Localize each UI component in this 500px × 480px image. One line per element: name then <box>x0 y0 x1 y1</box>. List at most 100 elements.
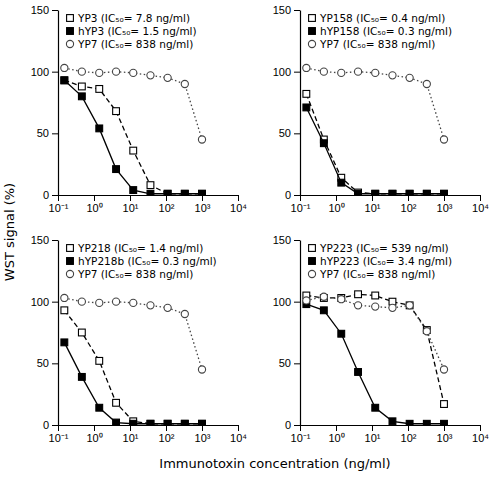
data-point <box>441 190 448 195</box>
data-point <box>96 125 103 132</box>
data-point <box>78 329 85 336</box>
data-point <box>113 166 120 173</box>
series-line <box>64 80 202 193</box>
series-line <box>306 294 444 404</box>
legend-symbol <box>67 15 74 22</box>
x-tick-mark <box>166 425 167 431</box>
y-tick-label: 150 <box>273 234 291 246</box>
axis-line <box>58 241 59 426</box>
data-point <box>61 307 68 314</box>
x-tick-label: 10⁰ <box>328 202 344 214</box>
plot-area <box>61 64 206 195</box>
x-tick: 10² <box>401 425 417 444</box>
data-point <box>61 64 68 71</box>
data-point <box>372 69 379 76</box>
legend-symbol <box>67 245 74 252</box>
x-tick-mark <box>408 195 409 201</box>
x-tick-mark <box>300 425 301 431</box>
y-axis-title: WST signal (%) <box>2 183 17 281</box>
y-tick-label: 100 <box>31 66 49 78</box>
data-point <box>406 302 413 309</box>
series-line <box>306 68 444 140</box>
y-axis: 050100150 <box>31 4 59 201</box>
data-point <box>181 80 188 87</box>
x-tick: 10⁴ <box>230 195 247 214</box>
x-tick: 10² <box>159 425 175 444</box>
y-tick-mark <box>294 195 300 196</box>
x-tick: 10⁰ <box>328 195 344 214</box>
x-tick-mark <box>94 425 95 431</box>
x-tick-mark <box>336 195 337 201</box>
y-tick: 150 <box>273 234 300 246</box>
y-tick: 0 <box>43 419 58 431</box>
series-line <box>64 298 202 370</box>
data-point <box>147 302 154 309</box>
data-point <box>320 140 327 147</box>
y-tick: 100 <box>31 66 58 78</box>
x-tick-mark <box>166 195 167 201</box>
data-point <box>320 307 327 314</box>
legend-label: YP3 (IC₅₀= 7.8 ng/ml) <box>77 12 190 24</box>
data-point <box>147 182 154 189</box>
x-tick-label: 10⁻¹ <box>49 202 69 214</box>
x-tick-label: 10² <box>401 202 417 214</box>
axis-line <box>301 425 481 426</box>
y-tick-mark <box>294 133 300 134</box>
data-point <box>164 304 171 311</box>
y-tick-label: 50 <box>37 357 49 369</box>
x-tick-mark <box>480 195 481 201</box>
y-tick-mark <box>52 363 58 364</box>
y-tick-label: 0 <box>285 419 291 431</box>
data-point <box>96 299 103 306</box>
x-tick-mark <box>300 195 301 201</box>
data-point <box>406 74 413 81</box>
data-point <box>61 77 68 84</box>
data-point <box>78 68 85 75</box>
data-point <box>112 68 119 75</box>
legend-symbol <box>67 28 74 35</box>
data-point <box>303 64 310 71</box>
data-point <box>164 74 171 81</box>
legend: YP223 (IC₅₀= 539 ng/ml)hYP223 (IC₅₀= 3.4… <box>308 242 452 280</box>
data-point <box>113 419 120 425</box>
series-line <box>306 304 444 424</box>
x-tick-mark <box>480 425 481 431</box>
x-tick-label: 10³ <box>437 202 453 214</box>
x-tick: 10⁰ <box>86 195 102 214</box>
y-tick: 0 <box>43 189 58 201</box>
y-axis: 050100150 <box>273 4 301 201</box>
plot-area <box>61 294 206 425</box>
x-tick: 10⁰ <box>328 425 344 444</box>
y-tick-mark <box>294 10 300 11</box>
legend-label: YP158 (IC₅₀= 0.4 ng/ml) <box>319 12 445 24</box>
x-tick-mark <box>94 195 95 201</box>
x-tick-mark <box>408 425 409 431</box>
y-tick-label: 100 <box>31 296 49 308</box>
data-point <box>338 179 345 186</box>
data-point <box>198 136 205 143</box>
x-tick-label: 10¹ <box>365 432 381 444</box>
y-tick-label: 100 <box>273 66 291 78</box>
data-point <box>199 190 206 195</box>
data-point <box>198 366 205 373</box>
data-point <box>181 310 188 317</box>
data-point <box>147 190 154 195</box>
legend-symbol <box>67 258 74 265</box>
x-tick: 10¹ <box>365 425 381 444</box>
data-point <box>147 420 154 425</box>
data-point <box>389 304 396 311</box>
data-point <box>147 72 154 79</box>
y-tick-mark <box>294 240 300 241</box>
x-tick-label: 10² <box>159 202 175 214</box>
x-tick-label: 10⁻¹ <box>49 432 69 444</box>
x-tick-mark <box>58 425 59 431</box>
panel: 10⁻¹10⁰10¹10²10³10⁴050100150YP3 (IC₅₀= 7… <box>31 4 248 214</box>
x-tick: 10¹ <box>123 425 139 444</box>
legend-label: YP223 (IC₅₀= 539 ng/ml) <box>319 242 449 254</box>
series-line <box>64 68 202 140</box>
x-tick-label: 10³ <box>437 432 453 444</box>
data-point <box>338 296 345 303</box>
data-point <box>164 190 171 195</box>
legend-symbol <box>308 270 315 277</box>
data-point <box>372 190 379 195</box>
